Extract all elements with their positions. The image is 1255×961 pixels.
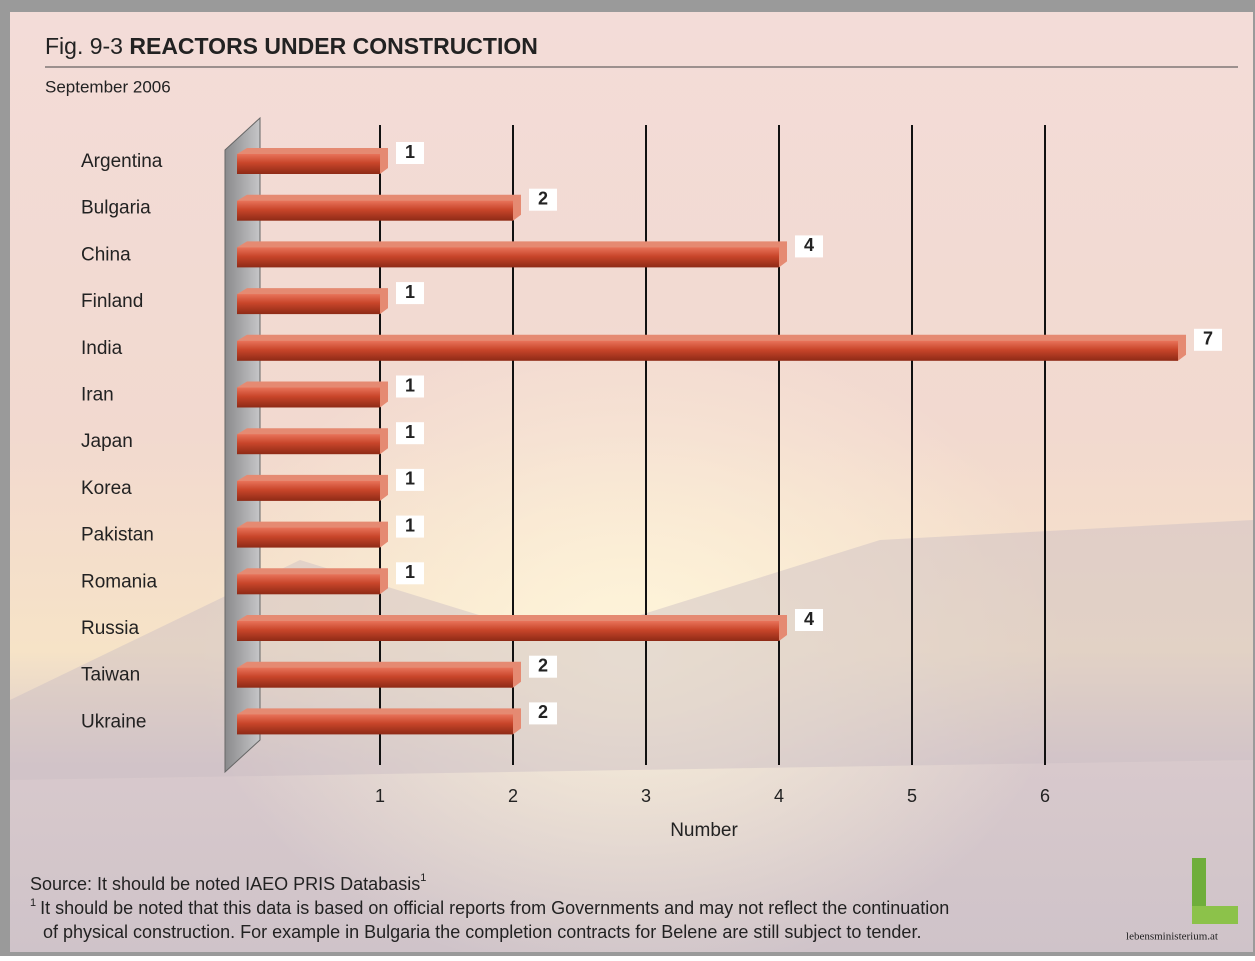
y-tick-label: Russia: [81, 618, 140, 639]
value-label: 1: [405, 422, 415, 442]
value-label-box: [396, 282, 424, 305]
y-tick-label: Korea: [81, 478, 132, 499]
bar: [237, 527, 380, 548]
value-label-box: [396, 142, 424, 164]
bars: Argentina 1 Bulgaria 2 China 4 Finland 1 India 7 I…: [81, 142, 1222, 735]
x-tick-label: 3: [641, 786, 651, 806]
value-label-box: [396, 515, 424, 538]
bar: [237, 621, 779, 641]
y-tick-label: Iran: [81, 385, 114, 406]
y-tick-label: Argentina: [81, 151, 163, 172]
value-label: 1: [405, 142, 415, 162]
subtitle: September 2006: [45, 77, 171, 96]
bar: [237, 574, 380, 595]
bar: [237, 387, 380, 408]
y-tick-label: Finland: [81, 291, 143, 312]
y-tick-label: Bulgaria: [81, 198, 151, 219]
value-label-box: [795, 235, 823, 258]
bar: [237, 200, 513, 221]
value-label: 2: [538, 702, 548, 722]
value-label-box: [529, 188, 557, 211]
footnote-line: 1 It should be noted that this data is ba…: [30, 897, 949, 918]
x-tick-label: 6: [1040, 786, 1050, 806]
y-tick-label: Taiwan: [81, 665, 140, 686]
grid: 1 2 3 4 5 6: [375, 125, 1050, 806]
value-label-box: [795, 609, 823, 631]
footnote-mark: 1: [30, 897, 36, 909]
value-label-box: [529, 655, 557, 678]
footnote-line: of physical construction. For example in…: [43, 922, 921, 942]
chart-title: Fig. 9-3 REACTORS UNDER CONSTRUCTION: [45, 33, 538, 59]
value-label: 7: [1203, 329, 1213, 349]
y-tick-label: China: [81, 244, 131, 265]
bar: [237, 154, 380, 174]
x-tick-label: 5: [907, 786, 917, 806]
logo-text: lebensministerium.at: [1126, 931, 1218, 943]
y-tick-label: India: [81, 338, 123, 359]
value-label: 2: [538, 188, 548, 208]
value-label: 1: [405, 515, 415, 535]
value-label: 1: [405, 562, 415, 582]
title-main: REACTORS UNDER CONSTRUCTION: [129, 33, 537, 59]
bar: [237, 480, 380, 501]
value-label-box: [396, 422, 424, 445]
bar: [237, 714, 513, 735]
bar: [237, 667, 513, 688]
source-note-mark: 1: [420, 872, 426, 884]
value-label-box: [396, 468, 424, 491]
x-tick-label: 1: [375, 786, 385, 806]
y-tick-label: Romania: [81, 571, 157, 592]
value-label: 1: [405, 469, 415, 489]
bar: [237, 434, 380, 455]
title-prefix: Fig. 9-3: [45, 33, 123, 59]
value-label-box: [1194, 328, 1222, 351]
value-label: 1: [405, 375, 415, 395]
value-label-box: [396, 375, 424, 398]
value-label: 2: [538, 655, 548, 675]
logo-mark: [1192, 906, 1238, 924]
bar: [237, 247, 779, 268]
footnote-text: It should be noted that this data is bas…: [40, 898, 949, 918]
bar: [237, 340, 1178, 361]
source: Source: It should be noted IAEO PRIS Dat…: [30, 872, 426, 894]
x-axis-title: Number: [670, 820, 738, 841]
source-text: Source: It should be noted IAEO PRIS Dat…: [30, 874, 420, 894]
sun-glow: [10, 12, 1253, 952]
y-tick-label: Japan: [81, 431, 133, 452]
bar: [237, 294, 380, 315]
x-tick-label: 4: [774, 786, 784, 806]
x-tick-label: 2: [508, 786, 518, 806]
value-label-box: [529, 702, 557, 725]
y-tick-label: Pakistan: [81, 525, 154, 546]
y-tick-label: Ukraine: [81, 711, 146, 732]
value-label-box: [396, 562, 424, 585]
value-label: 4: [804, 609, 814, 629]
value-label: 1: [405, 282, 415, 302]
value-label: 4: [804, 235, 814, 255]
